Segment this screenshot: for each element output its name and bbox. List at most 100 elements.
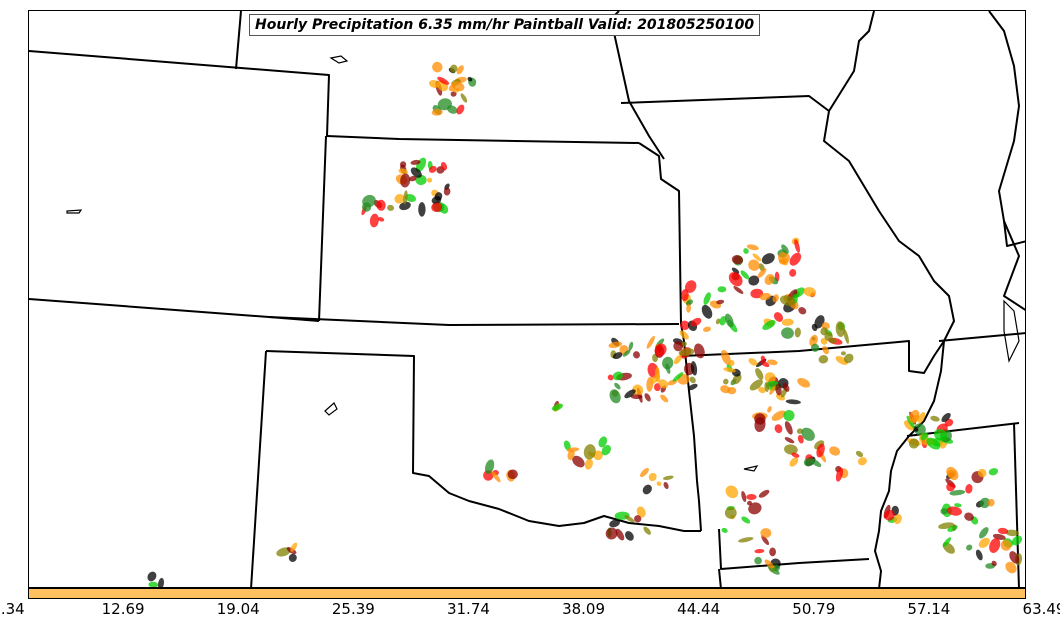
paintball-blob bbox=[743, 248, 749, 254]
paintball-blob bbox=[913, 423, 926, 436]
paintball-blob bbox=[432, 61, 443, 73]
paintball-blob bbox=[147, 571, 157, 582]
border-wy-ne bbox=[29, 50, 330, 137]
paintball-blob bbox=[947, 525, 958, 532]
paintball-blob bbox=[551, 403, 563, 411]
paintball-blob bbox=[771, 410, 786, 421]
paintball-blob bbox=[723, 378, 729, 385]
border-tn-ky bbox=[938, 332, 1025, 342]
paintball-blob bbox=[447, 105, 458, 114]
paintball-blob bbox=[369, 213, 379, 228]
paintball-blob bbox=[758, 386, 766, 394]
paintball-blob bbox=[789, 269, 797, 277]
paintball-blob bbox=[605, 527, 618, 540]
paintball-blob bbox=[640, 467, 649, 478]
paintball-blob bbox=[418, 202, 426, 217]
paintball-blob bbox=[701, 304, 713, 319]
paintball-blob bbox=[769, 385, 776, 395]
paintball-blob bbox=[678, 348, 695, 357]
paintball-blob bbox=[656, 481, 662, 487]
lake-small-3 bbox=[324, 402, 338, 416]
paintball-blob bbox=[394, 194, 405, 204]
paintball-blob bbox=[761, 253, 775, 265]
paintball-blob bbox=[583, 444, 596, 460]
paintball-blob bbox=[687, 383, 698, 391]
colorbar-tick-label: 12.69 bbox=[101, 600, 145, 618]
paintball-blob bbox=[942, 537, 952, 547]
border-nm-tx bbox=[250, 350, 267, 587]
map-title: Hourly Precipitation 6.35 mm/hr Paintbal… bbox=[249, 14, 761, 36]
paintball-blob bbox=[966, 544, 973, 551]
paintball-blob bbox=[746, 244, 759, 251]
paintball-blob bbox=[567, 449, 575, 461]
border-tx-la bbox=[718, 568, 722, 587]
paintball-blob bbox=[748, 502, 762, 515]
paintball-blob bbox=[680, 320, 690, 331]
paintball-blob bbox=[949, 489, 966, 496]
paintball-blob bbox=[965, 484, 973, 494]
paintball-blob bbox=[403, 190, 408, 205]
paintball-blob bbox=[835, 321, 845, 337]
paintball-blob bbox=[988, 468, 999, 476]
paintball-blob bbox=[660, 394, 669, 403]
paintball-blob bbox=[679, 330, 689, 340]
paintball-blob bbox=[440, 161, 448, 171]
paintball-blob bbox=[428, 165, 437, 173]
paintball-blob bbox=[431, 108, 443, 116]
colorbar-ticks: 6.34 12.69 19.04 25.39 31.74 38.09 44.44 50.79 5… bbox=[0, 600, 1060, 630]
border-ok-ar bbox=[680, 323, 702, 532]
paintball-blob bbox=[784, 437, 795, 444]
paintball-blob bbox=[566, 447, 580, 452]
paintball-blob bbox=[731, 254, 743, 265]
paintball-blob bbox=[673, 341, 684, 352]
lake-small-4 bbox=[743, 465, 759, 472]
paintball-blob bbox=[746, 494, 757, 500]
paintball-blob bbox=[630, 394, 643, 400]
paintball-blob bbox=[624, 515, 635, 523]
paintball-blob bbox=[801, 427, 815, 441]
border-il-wi bbox=[828, 11, 875, 112]
paintball-blob bbox=[507, 469, 518, 480]
paintball-blob bbox=[760, 360, 770, 368]
paintball-blob bbox=[648, 472, 657, 482]
paintball-blob bbox=[654, 343, 667, 357]
border-il-in bbox=[988, 11, 1025, 247]
paintball-blob bbox=[644, 393, 651, 402]
paintball-blob bbox=[809, 334, 818, 347]
border-ne-ks bbox=[318, 135, 327, 322]
paintball-blob bbox=[748, 358, 758, 366]
map-canvas bbox=[29, 11, 1025, 587]
paintball-blob bbox=[615, 528, 625, 541]
map-panel bbox=[28, 10, 1026, 588]
paintball-blob bbox=[1005, 561, 1017, 574]
paintball-blob bbox=[754, 556, 762, 565]
paintball-blob bbox=[761, 535, 770, 546]
paintball-blob bbox=[987, 498, 995, 507]
paintball-blob bbox=[796, 428, 803, 434]
paintball-blob bbox=[387, 204, 395, 211]
paintball-blob bbox=[822, 345, 829, 355]
paintball-blob bbox=[738, 537, 754, 543]
paintball-blob bbox=[857, 457, 867, 466]
paintball-blob bbox=[646, 335, 655, 349]
paintball-blob bbox=[843, 329, 849, 344]
colorbar-tick-label: 50.79 bbox=[792, 600, 836, 618]
paintball-blob bbox=[920, 432, 929, 441]
paintball-blob bbox=[684, 280, 697, 293]
paintball-blob bbox=[829, 338, 837, 344]
paintball-blob bbox=[757, 268, 767, 278]
paintball-blob bbox=[964, 512, 974, 521]
paintball-blob bbox=[781, 244, 789, 254]
paintball-blob bbox=[426, 177, 433, 183]
paintball-blob bbox=[740, 270, 750, 280]
precipitation-paintballs bbox=[147, 61, 1023, 587]
paintball-blob bbox=[782, 382, 790, 392]
paintball-blob bbox=[405, 193, 417, 203]
paintball-blob bbox=[940, 508, 948, 515]
paintball-blob bbox=[760, 528, 772, 538]
paintball-blob bbox=[754, 417, 766, 433]
paintball-blob bbox=[410, 159, 421, 165]
paintball-blob bbox=[724, 506, 737, 519]
paintball-blob bbox=[769, 547, 776, 557]
paintball-blob bbox=[954, 503, 962, 508]
